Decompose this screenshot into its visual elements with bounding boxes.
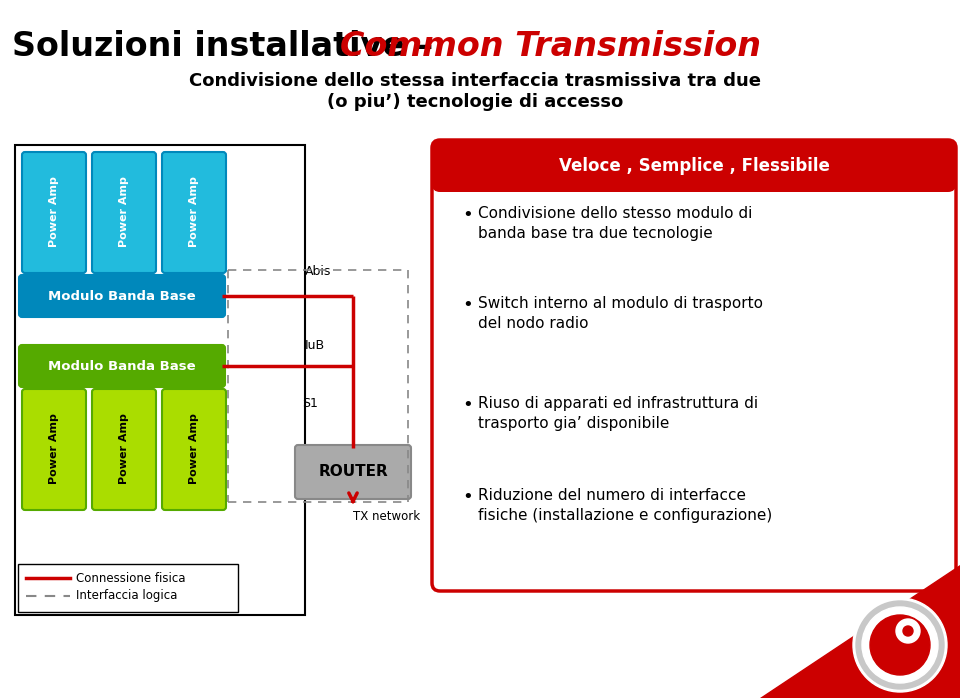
Text: Interfaccia logica: Interfaccia logica: [76, 590, 178, 602]
Text: •: •: [462, 488, 472, 506]
Text: TX network: TX network: [353, 510, 420, 523]
Text: IuB: IuB: [305, 339, 325, 352]
Text: ROUTER: ROUTER: [318, 464, 388, 480]
FancyBboxPatch shape: [22, 152, 86, 273]
Text: •: •: [462, 296, 472, 314]
Text: S1: S1: [302, 397, 318, 410]
FancyBboxPatch shape: [92, 152, 156, 273]
Text: Condivisione dello stessa interfaccia trasmissiva tra due
(o piu’) tecnologie di: Condivisione dello stessa interfaccia tr…: [189, 72, 761, 111]
Text: Power Amp: Power Amp: [189, 413, 199, 484]
Text: Riduzione del numero di interfacce
fisiche (installazione e configurazione): Riduzione del numero di interfacce fisic…: [478, 488, 772, 523]
Text: Connessione fisica: Connessione fisica: [76, 572, 185, 584]
Text: Modulo Banda Base: Modulo Banda Base: [48, 359, 196, 373]
Circle shape: [870, 615, 930, 675]
Circle shape: [896, 619, 920, 643]
FancyBboxPatch shape: [19, 345, 225, 387]
FancyBboxPatch shape: [19, 275, 225, 317]
Circle shape: [853, 598, 947, 692]
Text: Power Amp: Power Amp: [49, 177, 59, 247]
FancyBboxPatch shape: [162, 152, 226, 273]
Polygon shape: [760, 565, 960, 698]
Text: Power Amp: Power Amp: [49, 413, 59, 484]
FancyBboxPatch shape: [295, 445, 411, 499]
Bar: [440, 166, 948, 184]
Circle shape: [903, 626, 913, 636]
Text: Switch interno al modulo di trasporto
del nodo radio: Switch interno al modulo di trasporto de…: [478, 296, 763, 331]
FancyBboxPatch shape: [162, 389, 226, 510]
Text: Common Transmission: Common Transmission: [340, 30, 761, 63]
Text: Power Amp: Power Amp: [119, 177, 129, 247]
Text: Soluzioni installative –: Soluzioni installative –: [12, 30, 444, 63]
Text: Riuso di apparati ed infrastruttura di
trasporto gia’ disponibile: Riuso di apparati ed infrastruttura di t…: [478, 396, 758, 431]
FancyBboxPatch shape: [432, 140, 956, 192]
Text: •: •: [462, 206, 472, 224]
FancyBboxPatch shape: [22, 389, 86, 510]
FancyBboxPatch shape: [432, 140, 956, 591]
Text: Power Amp: Power Amp: [119, 413, 129, 484]
FancyBboxPatch shape: [92, 389, 156, 510]
Circle shape: [856, 601, 944, 689]
Text: Veloce , Semplice , Flessibile: Veloce , Semplice , Flessibile: [559, 157, 829, 175]
Text: Abis: Abis: [305, 265, 331, 278]
Text: Modulo Banda Base: Modulo Banda Base: [48, 290, 196, 302]
Text: Power Amp: Power Amp: [189, 177, 199, 247]
Text: •: •: [462, 396, 472, 414]
FancyBboxPatch shape: [15, 145, 305, 615]
Circle shape: [862, 607, 938, 683]
Bar: [18, 564, 238, 612]
Text: Condivisione dello stesso modulo di
banda base tra due tecnologie: Condivisione dello stesso modulo di band…: [478, 206, 753, 241]
